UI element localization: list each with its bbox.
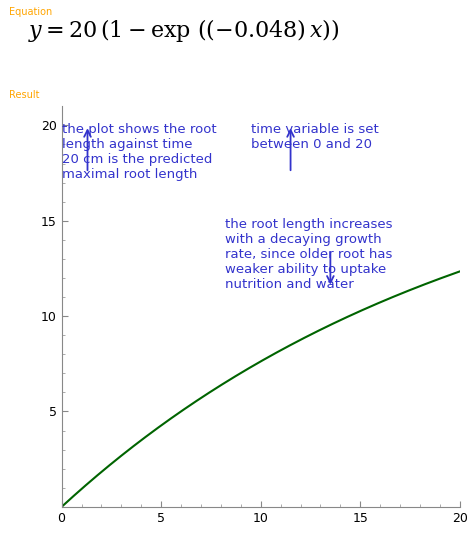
Text: Result: Result xyxy=(9,90,40,100)
Text: the plot shows the root
length against time
20 cm is the predicted
maximal root : the plot shows the root length against t… xyxy=(62,123,216,180)
Text: Equation: Equation xyxy=(9,7,53,16)
Text: the root length increases
with a decaying growth
rate, since older root has
weak: the root length increases with a decayin… xyxy=(225,218,392,291)
Text: time variable is set
between 0 and 20: time variable is set between 0 and 20 xyxy=(251,123,379,150)
Text: $y = 20\,(1 - \exp\,((- 0.048)\,x))$: $y = 20\,(1 - \exp\,((- 0.048)\,x))$ xyxy=(28,17,340,45)
